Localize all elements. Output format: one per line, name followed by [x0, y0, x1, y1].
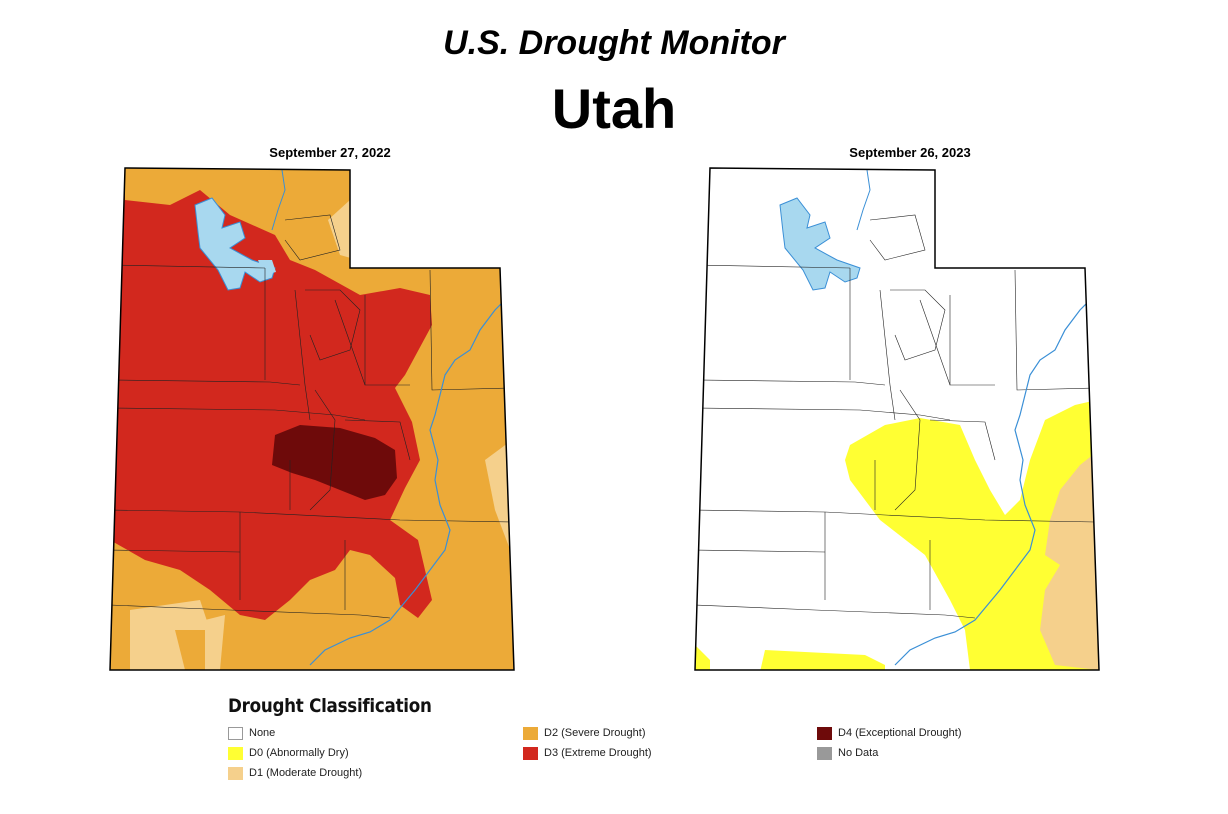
legend-label: D0 (Abnormally Dry): [249, 747, 349, 759]
legend-swatch: [523, 746, 538, 760]
legend-title: Drought Classification: [228, 695, 432, 717]
legend-swatch: [817, 746, 832, 760]
legend-label: D2 (Severe Drought): [544, 727, 646, 739]
legend-label: D4 (Exceptional Drought): [838, 727, 962, 739]
legend-label: D1 (Moderate Drought): [249, 767, 363, 779]
legend-label: None: [249, 727, 276, 739]
legend-item-d1: D1 (Moderate Drought): [228, 765, 362, 781]
green-colorado-river: [309, 299, 506, 666]
great-salt-lake: [194, 197, 276, 291]
d4-area: [272, 425, 397, 500]
date-2023: September 26, 2023: [849, 145, 971, 160]
legend-swatch: [228, 766, 243, 780]
legend-swatch: [228, 726, 243, 740]
state-title: Utah: [551, 77, 677, 140]
d1-area-sw: [130, 600, 210, 670]
river-north-2023: [856, 169, 871, 231]
county-lines-2023: [695, 214, 1096, 619]
d1-area: [1040, 450, 1099, 670]
river-north: [271, 169, 286, 231]
legend-swatch: [228, 746, 243, 760]
d0-area: [845, 400, 1099, 670]
great-salt-lake-2023: [779, 197, 861, 291]
green-colorado-river-2023: [894, 299, 1091, 666]
legend-item-d3: D3 (Extreme Drought): [523, 745, 652, 761]
legend-swatch: [817, 726, 832, 740]
d3-area: [110, 168, 432, 620]
utah-outline-2023: [694, 167, 1100, 671]
utah-lake: [258, 260, 276, 275]
legend-item-d0: D0 (Abnormally Dry): [228, 745, 349, 761]
date-2022: September 27, 2022: [269, 145, 391, 160]
county-lines: [110, 214, 511, 619]
legend-label: No Data: [838, 747, 879, 759]
utah-outline-2022: [109, 167, 515, 671]
legend-item-nodata: No Data: [817, 745, 878, 761]
legend-swatch: [523, 726, 538, 740]
utah-map-2022: [109, 167, 515, 671]
legend-item-none: None: [228, 725, 275, 741]
d1-area-s: [205, 615, 225, 670]
legend-item-d4: D4 (Exceptional Drought): [817, 725, 962, 741]
chart-title: U.S. Drought Monitor: [443, 24, 785, 62]
legend-label: D3 (Extreme Drought): [544, 747, 652, 759]
legend-item-d2: D2 (Severe Drought): [523, 725, 646, 741]
d0-area-sw: [695, 645, 710, 670]
utah-map-2023: [694, 167, 1100, 671]
d0-area-s: [760, 650, 885, 670]
